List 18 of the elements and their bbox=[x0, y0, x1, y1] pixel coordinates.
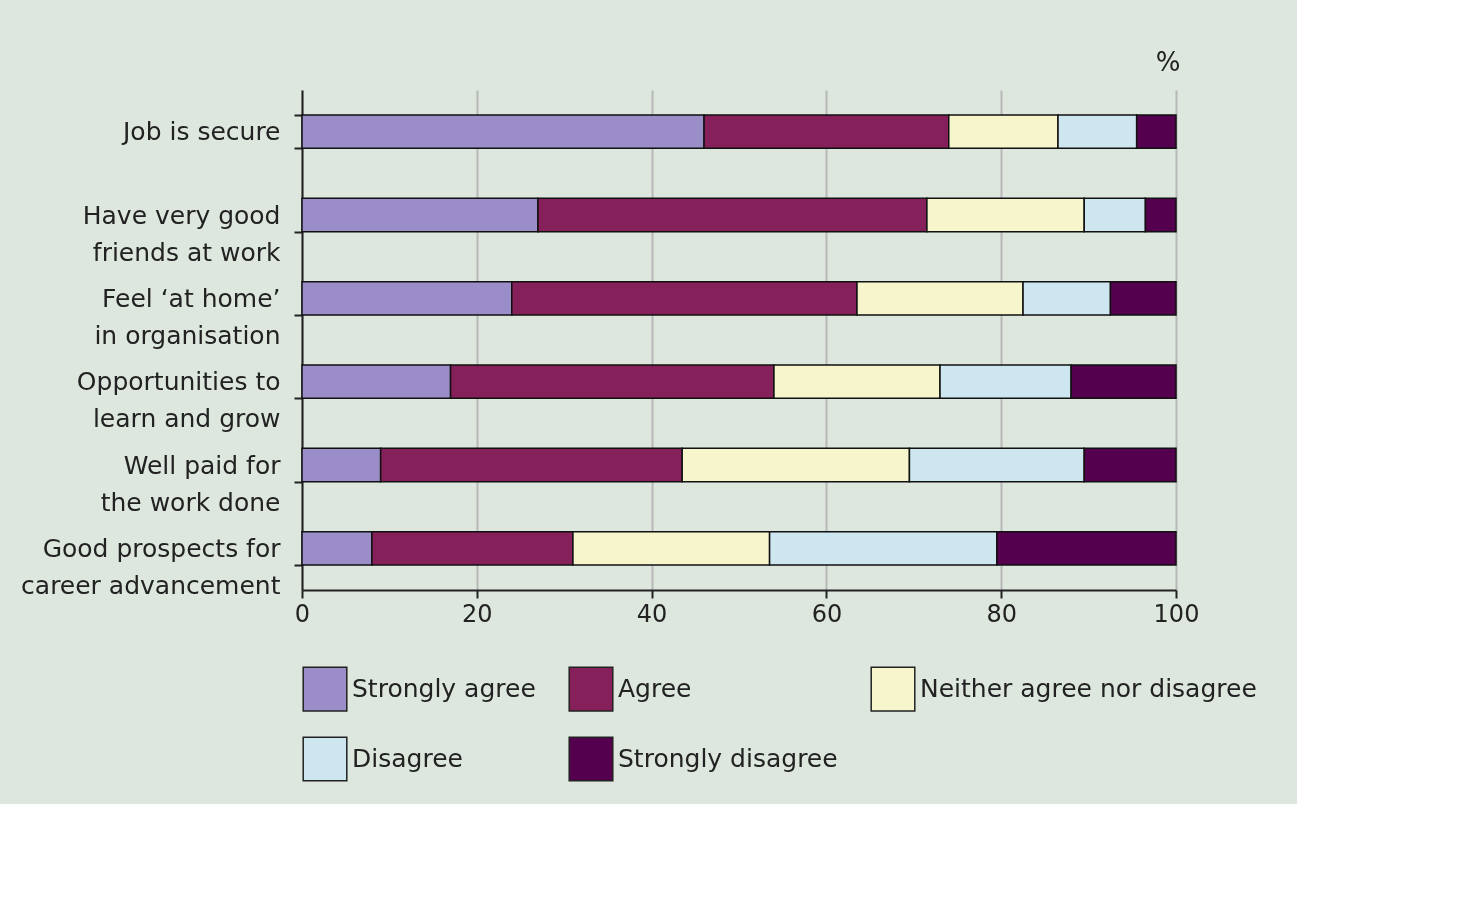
x-tick-label: 80 bbox=[986, 599, 1017, 628]
legend-label: Agree bbox=[618, 674, 692, 704]
x-tick-label: 20 bbox=[462, 599, 493, 628]
x-tick-label: 40 bbox=[636, 599, 668, 628]
legend-label: Disagree bbox=[352, 744, 463, 773]
x-tick-label: 60 bbox=[811, 599, 843, 628]
y-tick-label: Feel ‘at home’ in organisation bbox=[94, 283, 281, 350]
legend-label: Strongly agree bbox=[352, 674, 536, 704]
y-tick-label: Well paid for the work done bbox=[100, 450, 282, 517]
x-tick-label: 100 bbox=[1153, 599, 1200, 628]
legend-label: Strongly disagree bbox=[618, 744, 838, 773]
y-tick-label: Have very good friends at work bbox=[82, 200, 282, 267]
x-tick-label: 0 bbox=[294, 599, 311, 628]
y-tick-label: Job is secure bbox=[120, 117, 281, 147]
text: % bbox=[1155, 47, 1181, 77]
legend-label: Neither agree nor disagree bbox=[920, 674, 1257, 704]
y-tick-label: Good prospects for career advancement bbox=[21, 533, 282, 600]
y-tick-label: Opportunities to learn and grow bbox=[76, 367, 281, 434]
